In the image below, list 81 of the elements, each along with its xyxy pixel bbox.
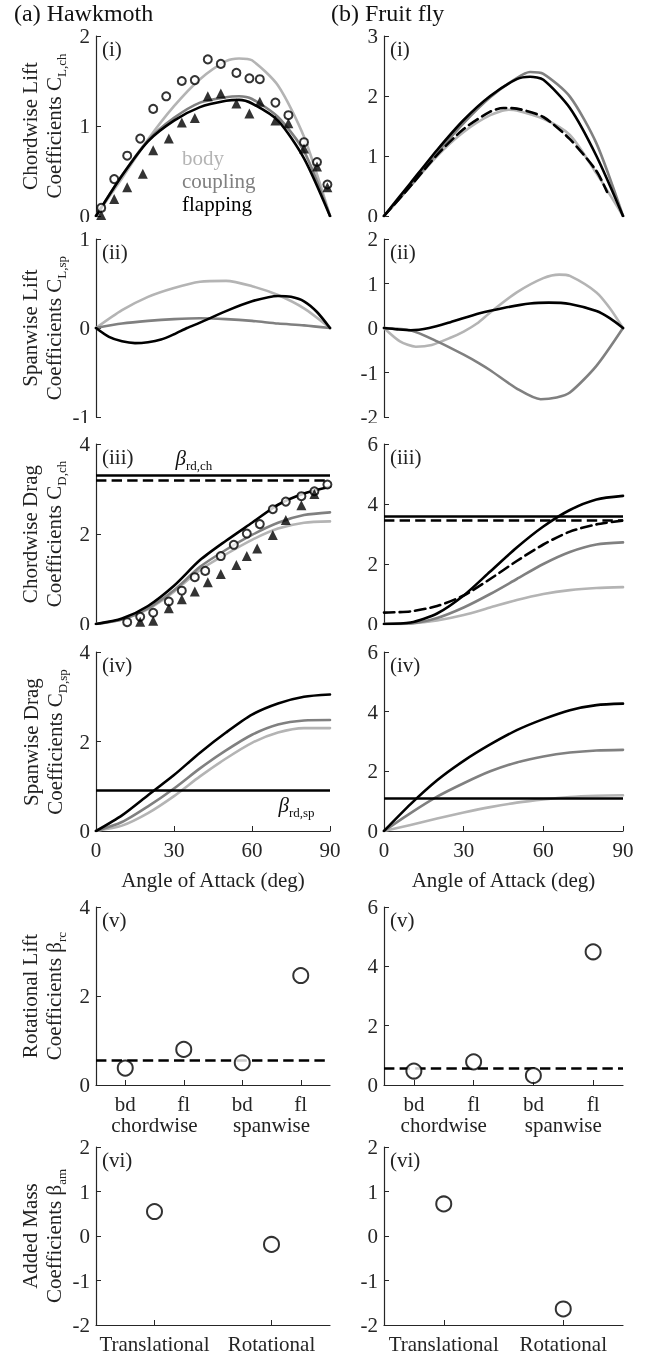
y-tick-label: -2 <box>72 1313 90 1337</box>
y-tick-label: 2 <box>79 729 90 754</box>
x-tick-label: 90 <box>612 837 634 862</box>
text: chordwise <box>399 1113 488 1138</box>
y-tick-label: 0 <box>79 1073 90 1097</box>
ref-line-label: β$_{rd,ch}$ <box>175 445 213 474</box>
x-tick-label: bd <box>403 1091 425 1116</box>
y-tick-label: 4 <box>367 699 379 724</box>
y-tick-label: 2 <box>367 84 378 108</box>
x-tick-label: fl <box>467 1091 481 1116</box>
annotation: (iv) <box>102 653 133 678</box>
x-tick-label: fl <box>586 1091 600 1116</box>
chart-title: (b) Fruit fly <box>331 0 445 27</box>
series-label: body <box>182 145 225 170</box>
x-axis-title: Angle of Attack (deg) <box>411 867 596 892</box>
y-tick-label: 2 <box>79 1135 90 1159</box>
y-tick-label: 1 <box>79 114 90 138</box>
x-tick-label: bd <box>522 1091 545 1116</box>
x-tick-label: 60 <box>532 837 554 862</box>
y-tick-label: 2 <box>79 984 90 1008</box>
x-tick-label: 90 <box>319 837 341 862</box>
annotation: (v) <box>390 908 415 933</box>
y-tick-label: 2 <box>367 759 378 784</box>
y-tick-label: 2 <box>367 1135 378 1159</box>
annotation: (i) <box>102 37 122 62</box>
y-tick-label: 0 <box>367 1073 378 1097</box>
y-tick-label: 2 <box>79 24 90 48</box>
y-tick-label: 2 <box>79 522 90 546</box>
text: spanwise <box>232 1113 311 1138</box>
x-tick-label: Translational <box>388 1331 499 1356</box>
x-tick-label: bd <box>231 1091 254 1116</box>
y-tick-label: 6 <box>367 895 378 919</box>
y-tick-label: 4 <box>367 492 379 516</box>
annotation: (v) <box>102 908 127 933</box>
y-tick-label: 4 <box>367 954 379 979</box>
x-tick-label: bd <box>114 1091 137 1116</box>
x-tick-label: Rotational <box>519 1331 608 1356</box>
text: chordwise <box>110 1113 199 1138</box>
y-tick-label: 4 <box>79 432 91 456</box>
annotation: (iii) <box>390 445 422 470</box>
x-tick-label: Translational <box>99 1331 210 1356</box>
x-tick-label: Rotational <box>227 1331 316 1356</box>
y-tick-label: -2 <box>360 1313 378 1337</box>
y-tick-label: 4 <box>79 895 91 919</box>
annotation: (iii) <box>102 445 134 470</box>
y-tick-label: 0 <box>367 1224 378 1248</box>
y-tick-label: 0 <box>79 316 90 340</box>
y-tick-label: 0 <box>79 1224 90 1248</box>
y-tick-label: 0 <box>367 819 378 843</box>
x-tick-label: fl <box>294 1091 308 1116</box>
y-tick-label: 1 <box>367 271 378 296</box>
y-tick-label: 1 <box>367 1179 378 1204</box>
annotation: (vi) <box>102 1148 133 1173</box>
y-tick-label: 2 <box>367 1013 378 1038</box>
y-tick-label: 3 <box>367 24 378 48</box>
y-tick-label: 2 <box>367 227 378 251</box>
annotation: (i) <box>390 37 410 62</box>
x-tick-label: 60 <box>241 837 263 862</box>
annotation: (iv) <box>390 653 421 678</box>
y-tick-label: -1 <box>360 1268 378 1293</box>
y-tick-label: -1 <box>360 360 378 385</box>
y-tick-label: -1 <box>72 1268 90 1293</box>
y-tick-label: 0 <box>79 819 90 843</box>
chart-title: (a) Hawkmoth <box>14 0 154 27</box>
y-tick-label: 4 <box>79 640 91 664</box>
y-tick-label: 2 <box>367 552 378 576</box>
annotation: (ii) <box>102 240 128 265</box>
x-tick-label: fl <box>177 1091 191 1116</box>
y-tick-label: 0 <box>367 316 378 340</box>
annotation: (ii) <box>390 240 416 265</box>
x-tick-label: 30 <box>453 837 475 862</box>
y-tick-label: 6 <box>367 640 378 664</box>
x-axis-title: Angle of Attack (deg) <box>121 867 305 892</box>
y-tick-label: 1 <box>79 1179 90 1204</box>
text: spanwise <box>523 1113 603 1138</box>
x-tick-label: 30 <box>163 837 185 862</box>
y-tick-label: 6 <box>367 432 378 456</box>
annotation: (vi) <box>390 1148 421 1173</box>
y-tick-label: 1 <box>367 144 378 168</box>
y-tick-label: 1 <box>79 227 90 251</box>
ref-line-label: β$_{rd,sp}$ <box>278 792 315 821</box>
